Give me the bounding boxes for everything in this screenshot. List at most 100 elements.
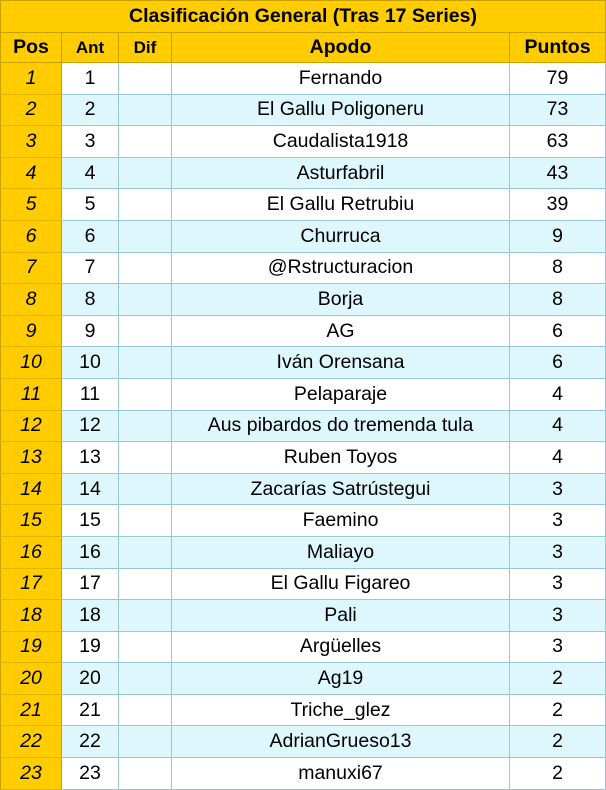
- ant-cell: 18: [61, 599, 119, 632]
- dif-cell: [118, 346, 172, 379]
- puntos-cell: 2: [508, 693, 606, 727]
- ant-cell: 8: [61, 283, 119, 316]
- puntos-cell: 4: [508, 441, 606, 474]
- dif-cell: [118, 757, 172, 790]
- table-row: 15 15 Faemino 3: [0, 504, 606, 537]
- apodo-cell: Borja: [171, 283, 510, 316]
- table-row: 16 16 Maliayo 3: [0, 535, 606, 569]
- dif-cell: [118, 188, 172, 221]
- table-row: 23 23 manuxi67 2: [0, 757, 606, 790]
- ant-cell: 20: [61, 662, 119, 695]
- puntos-cell: 3: [508, 567, 606, 601]
- dif-cell: [118, 314, 172, 348]
- dif-cell: [118, 441, 172, 474]
- pos-cell: 22: [0, 725, 62, 759]
- puntos-cell: 8: [508, 251, 606, 285]
- puntos-cell: 8: [508, 283, 606, 316]
- table-row: 11 11 Pelaparaje 4: [0, 377, 606, 411]
- pos-cell: 23: [0, 757, 62, 790]
- pos-cell: 2: [0, 93, 62, 127]
- dif-cell: [118, 472, 172, 506]
- apodo-cell: El Gallu Poligoneru: [171, 93, 510, 127]
- ant-cell: 14: [61, 472, 119, 506]
- apodo-cell: Argüelles: [171, 630, 510, 664]
- header-pos: Pos: [0, 32, 62, 63]
- dif-cell: [118, 219, 172, 253]
- apodo-cell: Pelaparaje: [171, 377, 510, 411]
- ant-cell: 3: [61, 125, 119, 158]
- apodo-cell: Asturfabril: [171, 156, 510, 190]
- ant-cell: 17: [61, 567, 119, 601]
- dif-cell: [118, 156, 172, 190]
- ant-cell: 23: [61, 757, 119, 790]
- pos-cell: 11: [0, 377, 62, 411]
- puntos-cell: 3: [508, 535, 606, 569]
- apodo-cell: Ruben Toyos: [171, 441, 510, 474]
- pos-cell: 4: [0, 156, 62, 190]
- dif-cell: [118, 283, 172, 316]
- pos-cell: 3: [0, 125, 62, 158]
- puntos-cell: 43: [508, 156, 606, 190]
- table-row: 13 13 Ruben Toyos 4: [0, 441, 606, 474]
- header-apodo: Apodo: [171, 32, 510, 63]
- apodo-cell: Pali: [171, 599, 510, 632]
- title-row: Clasificación General (Tras 17 Series): [0, 0, 606, 33]
- dif-cell: [118, 504, 172, 537]
- ant-cell: 2: [61, 93, 119, 127]
- table-row: 14 14 Zacarías Satrústegui 3: [0, 472, 606, 506]
- pos-cell: 8: [0, 283, 62, 316]
- table-title: Clasificación General (Tras 17 Series): [0, 0, 606, 33]
- apodo-cell: AdrianGrueso13: [171, 725, 510, 759]
- table-row: 17 17 El Gallu Figareo 3: [0, 567, 606, 601]
- pos-cell: 5: [0, 188, 62, 221]
- puntos-cell: 79: [508, 62, 606, 95]
- table-row: 7 7 @Rstructuracion 8: [0, 251, 606, 285]
- pos-cell: 17: [0, 567, 62, 601]
- apodo-cell: Ag19: [171, 662, 510, 695]
- pos-cell: 20: [0, 662, 62, 695]
- ant-cell: 19: [61, 630, 119, 664]
- pos-cell: 13: [0, 441, 62, 474]
- dif-cell: [118, 409, 172, 443]
- table-row: 2 2 El Gallu Poligoneru 73: [0, 93, 606, 127]
- ant-cell: 13: [61, 441, 119, 474]
- ant-cell: 12: [61, 409, 119, 443]
- table-row: 10 10 Iván Orensana 6: [0, 346, 606, 379]
- dif-cell: [118, 693, 172, 727]
- dif-cell: [118, 599, 172, 632]
- table-row: 19 19 Argüelles 3: [0, 630, 606, 664]
- pos-cell: 19: [0, 630, 62, 664]
- table-row: 12 12 Aus pibardos do tremenda tula 4: [0, 409, 606, 443]
- ant-cell: 1: [61, 62, 119, 95]
- dif-cell: [118, 251, 172, 285]
- apodo-cell: Fernando: [171, 62, 510, 95]
- puntos-cell: 63: [508, 125, 606, 158]
- pos-cell: 6: [0, 219, 62, 253]
- dif-cell: [118, 725, 172, 759]
- puntos-cell: 3: [508, 599, 606, 632]
- apodo-cell: El Gallu Figareo: [171, 567, 510, 601]
- apodo-cell: manuxi67: [171, 757, 510, 790]
- pos-cell: 21: [0, 693, 62, 727]
- apodo-cell: AG: [171, 314, 510, 348]
- header-puntos: Puntos: [508, 32, 606, 63]
- puntos-cell: 39: [508, 188, 606, 221]
- table-row: 8 8 Borja 8: [0, 283, 606, 316]
- ant-cell: 11: [61, 377, 119, 411]
- dif-cell: [118, 377, 172, 411]
- dif-cell: [118, 535, 172, 569]
- pos-cell: 7: [0, 251, 62, 285]
- pos-cell: 16: [0, 535, 62, 569]
- ant-cell: 15: [61, 504, 119, 537]
- table-row: 1 1 Fernando 79: [0, 62, 606, 95]
- table-row: 3 3 Caudalista1918 63: [0, 125, 606, 158]
- pos-cell: 1: [0, 62, 62, 95]
- puntos-cell: 6: [508, 346, 606, 379]
- puntos-cell: 3: [508, 472, 606, 506]
- ant-cell: 21: [61, 693, 119, 727]
- dif-cell: [118, 125, 172, 158]
- dif-cell: [118, 567, 172, 601]
- table-row: 20 20 Ag19 2: [0, 662, 606, 695]
